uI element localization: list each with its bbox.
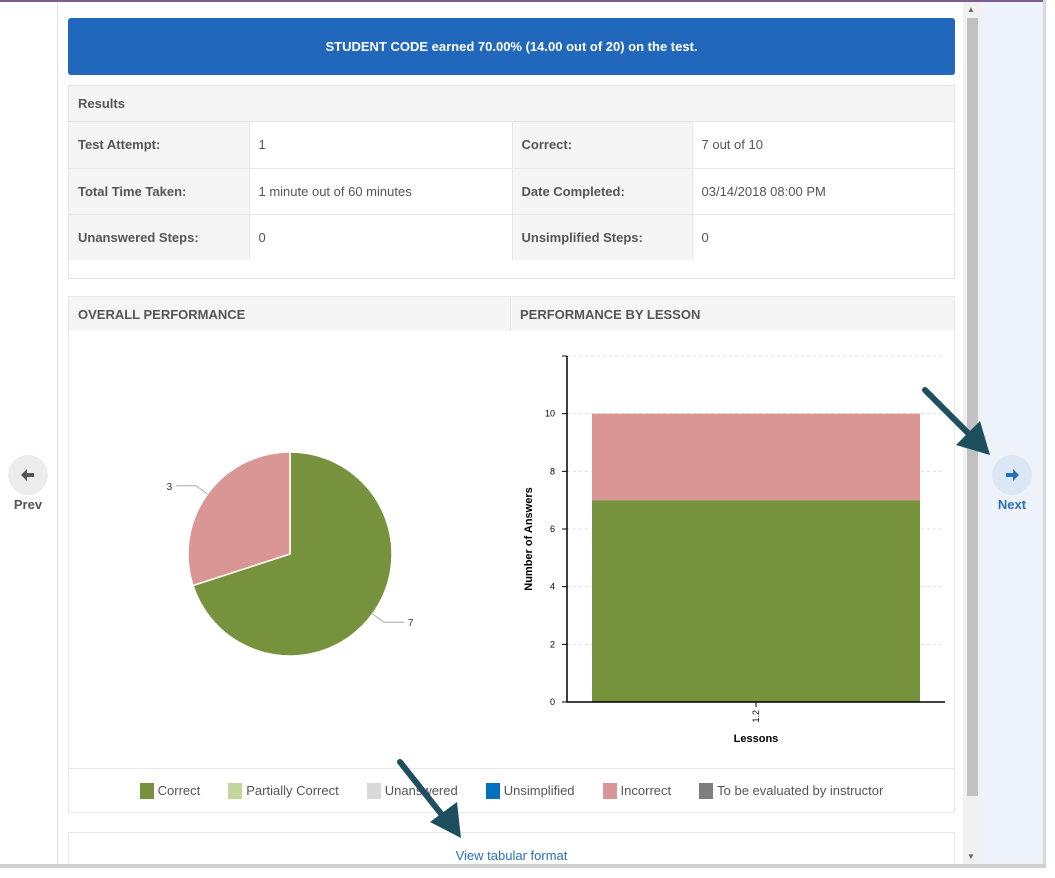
results-value: 1 — [249, 122, 513, 169]
pie-label-leader — [176, 485, 208, 495]
legend-item-to-be-evaluated: To be evaluated by instructor — [699, 782, 884, 799]
pie-slice-label: 7 — [408, 618, 414, 629]
results-label: Unsimplified Steps: — [512, 214, 693, 260]
pie-chart: 73 — [167, 451, 414, 657]
results-value: 7 out of 10 — [692, 122, 954, 169]
pie-slice-correct[interactable] — [192, 451, 393, 657]
y-tick-label: 6 — [550, 524, 555, 534]
results-label: Date Completed: — [512, 168, 693, 215]
legend-swatch — [139, 782, 154, 799]
results-panel: Results Test Attempt: 1 Correct: 7 out o… — [68, 85, 955, 279]
prev-label[interactable]: Prev — [13, 497, 43, 512]
results-label: Unanswered Steps: — [69, 214, 250, 260]
legend-label: Unsimplified — [503, 783, 575, 798]
legend-swatch — [485, 782, 500, 799]
results-table: Test Attempt: 1 Correct: 7 out of 10 Tot… — [69, 122, 954, 260]
y-axis-title: Number of Answers — [523, 487, 535, 591]
legend-label: To be evaluated by instructor — [717, 783, 884, 798]
y-tick-label: 10 — [545, 409, 555, 419]
table-row: Test Attempt: 1 Correct: 7 out of 10 — [69, 122, 954, 169]
x-tick-label: 1.2 — [751, 710, 761, 723]
window-top-border — [0, 0, 1045, 2]
window-right-border — [1043, 0, 1046, 868]
pie-slice-label: 3 — [167, 482, 173, 493]
table-row: Total Time Taken: 1 minute out of 60 min… — [69, 168, 954, 215]
bar-segment-incorrect[interactable] — [592, 413, 920, 501]
results-label: Correct: — [512, 122, 693, 169]
y-tick-label: 2 — [550, 639, 555, 649]
results-value: 03/14/2018 08:00 PM — [692, 168, 954, 215]
window-bottom-border — [0, 864, 1046, 868]
results-value: 1 minute out of 60 minutes — [249, 168, 513, 215]
score-banner: STUDENT CODE earned 70.00% (14.00 out of… — [68, 18, 955, 75]
bar-chart: 0 2 4 6 8 10 1.2 Lessons Number of Answers — [523, 355, 945, 745]
arrow-left-icon — [21, 469, 34, 481]
tabular-panel: View tabular format — [68, 832, 955, 866]
arrow-right-icon — [1006, 469, 1019, 481]
right-nav-gutter — [982, 2, 1043, 864]
scroll-down-icon[interactable]: ▼ — [967, 852, 975, 861]
legend-swatch — [602, 782, 617, 799]
legend-item-unanswered: Unanswered — [366, 782, 458, 799]
pie-label-leader — [372, 613, 404, 623]
legend-swatch — [366, 782, 381, 799]
bar-segment-correct[interactable] — [592, 500, 920, 702]
scroll-thumb[interactable] — [967, 18, 978, 796]
left-nav-gutter — [0, 2, 58, 864]
scroll-up-icon[interactable]: ▲ — [967, 5, 975, 14]
legend-item-incorrect: Incorrect — [602, 782, 672, 799]
performance-by-lesson-title: PERFORMANCE BY LESSON — [511, 296, 955, 332]
view-tabular-format-link[interactable]: View tabular format — [455, 848, 568, 863]
legend-swatch — [228, 782, 243, 799]
legend-label: Correct — [157, 783, 201, 798]
results-title: Results — [69, 86, 954, 122]
pie-slice-incorrect[interactable] — [187, 451, 291, 587]
score-banner-text: STUDENT CODE earned 70.00% (14.00 out of… — [325, 39, 698, 54]
legend-item-correct: Correct — [139, 782, 201, 799]
legend-item-unsimplified: Unsimplified — [485, 782, 575, 799]
results-value: 0 — [249, 214, 513, 260]
prev-button[interactable] — [8, 455, 48, 495]
x-axis-title: Lessons — [734, 733, 779, 745]
results-value: 0 — [701, 229, 709, 245]
y-tick-label: 0 — [550, 697, 555, 707]
table-row: Unanswered Steps: 0 Unsimplified Steps: … — [69, 214, 954, 260]
results-label: Total Time Taken: — [69, 168, 250, 215]
next-label[interactable]: Next — [997, 497, 1027, 512]
vertical-scrollbar[interactable]: ▲ ▼ — [963, 2, 982, 864]
y-tick-label: 8 — [550, 466, 555, 476]
legend-label: Partially Correct — [246, 783, 339, 798]
legend-label: Unanswered — [384, 783, 458, 798]
legend-item-partially-correct: Partially Correct — [228, 782, 339, 799]
legend-swatch — [699, 782, 714, 799]
overall-performance-title: OVERALL PERFORMANCE — [68, 296, 511, 332]
next-button[interactable] — [992, 455, 1032, 495]
legend-label: Incorrect — [620, 783, 672, 798]
results-label: Test Attempt: — [69, 122, 250, 169]
y-tick-label: 4 — [550, 582, 555, 592]
chart-legend: Correct Partially Correct Unanswered Uns… — [68, 768, 955, 813]
